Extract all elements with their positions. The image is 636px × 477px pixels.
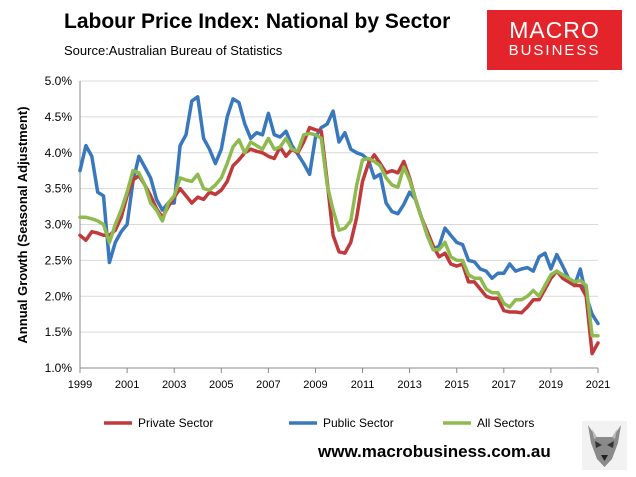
x-tick-label: 2021: [586, 379, 610, 391]
y-tick-label: 1.0%: [45, 361, 73, 375]
x-tick-label: 2001: [115, 379, 139, 391]
x-tick-label: 2007: [256, 379, 280, 391]
axes: [79, 81, 599, 373]
legend-label: Private Sector: [138, 416, 213, 430]
logo-line-1: MACRO: [509, 17, 600, 43]
x-tick-label: 2009: [303, 379, 327, 391]
y-tick-label: 2.0%: [45, 289, 73, 303]
legend: Private Sector Public Sector All Sectors: [104, 416, 534, 430]
x-tick-label: 2011: [351, 379, 375, 391]
y-tick-label: 1.5%: [45, 325, 73, 339]
x-tick-label: 2003: [162, 379, 186, 391]
y-tick-label: 2.5%: [45, 253, 73, 267]
series-line-all-sectors: [78, 131, 600, 338]
x-tick-label: 2017: [492, 379, 516, 391]
website-url: www.macrobusiness.com.au: [318, 442, 551, 461]
line-chart: 1.0% 1.5% 2.0% 2.5% 3.0% 3.5% 4.0% 4.5% 5.0% 199…: [15, 74, 610, 430]
x-tick-label: 2019: [539, 379, 563, 391]
y-tick-label: 4.5%: [45, 110, 73, 124]
y-tick-label: 3.5%: [45, 182, 73, 196]
legend-label: All Sectors: [477, 416, 534, 430]
chart-title: Labour Price Index: National by Sector: [64, 10, 451, 33]
x-tick-label: 2005: [209, 379, 233, 391]
series-lines: [78, 95, 600, 356]
y-axis-label: Annual Growth (Seasonal Adjustment): [15, 106, 30, 343]
series-line-private-sector: [78, 125, 600, 356]
x-tick-label: 2013: [397, 379, 421, 391]
wolf-logo-icon: [582, 421, 627, 470]
y-tick-label: 5.0%: [45, 74, 73, 88]
macrobusiness-logo: MACRO BUSINESS: [487, 10, 622, 70]
x-tick-labels: 1999 2001 2003 2005 2007 2009 2011 2013 2015 2017…: [68, 379, 610, 391]
logo-line-2: BUSINESS: [508, 42, 601, 59]
legend-label: Public Sector: [323, 416, 394, 430]
source-label: Source:Australian Bureau of Statistics: [64, 43, 283, 58]
x-tick-label: 1999: [68, 379, 92, 391]
y-tick-label: 4.0%: [45, 146, 73, 160]
y-tick-labels: 1.0% 1.5% 2.0% 2.5% 3.0% 3.5% 4.0% 4.5% 5.0%: [45, 74, 73, 375]
x-tick-label: 2015: [444, 379, 468, 391]
y-tick-label: 3.0%: [45, 218, 73, 232]
